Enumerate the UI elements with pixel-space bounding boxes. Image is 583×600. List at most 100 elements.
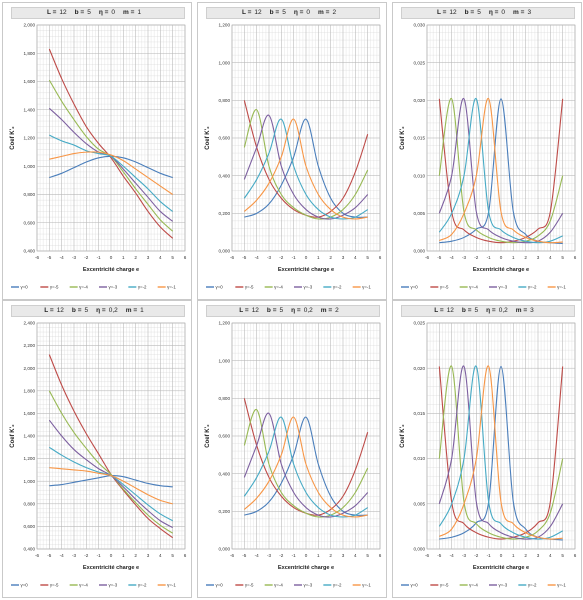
- x-tick-label: 0: [305, 553, 308, 558]
- x-tick-label: 5: [171, 553, 174, 558]
- y-tick-label: 1,600: [24, 79, 36, 84]
- legend-label: γ=-1: [167, 285, 176, 290]
- title-eta-label: η =: [293, 9, 304, 16]
- title-m-label: m =: [125, 307, 138, 314]
- series-line: [49, 151, 173, 195]
- chart-panel-4: L = 12 b = 5 η = 0,2 m = 1 -6 -5 -4 -3 -2 -1 0 1 2 3 4 5 6 0,…: [2, 300, 192, 598]
- title-m: 1: [137, 9, 142, 16]
- y-tick-label: 0,800: [24, 501, 36, 506]
- x-tick-label: 4: [354, 553, 357, 558]
- x-tick-label: -4: [60, 255, 65, 260]
- y-tick-label: 1,400: [24, 107, 36, 112]
- title-eta: 0,2: [303, 307, 313, 314]
- y-tick-label: 1,800: [24, 51, 36, 56]
- y-axis-title: Coef K'₂: [205, 424, 211, 448]
- x-tick-label: 6: [184, 553, 187, 558]
- legend-label: γ=-3: [304, 583, 313, 588]
- x-axis-title: Excentricité charge e: [473, 565, 529, 571]
- x-tick-label: -5: [47, 255, 52, 260]
- legend-label: γ=-1: [362, 583, 371, 588]
- x-tick-label: -3: [267, 553, 272, 558]
- chart-panel-3: L = 12 b = 5 η = 0 m = 3 -6 -5 -4 -3 -2 -1 0 1 2 3 4 5 6 0,00…: [392, 2, 582, 300]
- x-tick-label: 2: [134, 255, 137, 260]
- y-tick-label: 0,600: [24, 220, 36, 225]
- x-tick-label: 3: [342, 255, 345, 260]
- y-tick-label: 0,800: [219, 396, 231, 401]
- y-tick-label: 0,400: [219, 173, 231, 178]
- title-b-label: b =: [464, 9, 475, 16]
- x-tick-label: -6: [230, 553, 235, 558]
- y-tick-label: 1,200: [24, 136, 36, 141]
- title-m-label: m =: [318, 9, 330, 16]
- y-tick-label: 0,000: [219, 547, 231, 552]
- y-tick-label: 1,400: [24, 434, 36, 439]
- y-tick-label: 0,600: [219, 136, 231, 141]
- y-tick-label: 0,800: [219, 98, 231, 103]
- title-m: 3: [527, 9, 532, 16]
- x-tick-label: 4: [159, 255, 162, 260]
- title-m: 3: [530, 307, 534, 314]
- y-tick-label: 0,600: [24, 524, 36, 529]
- title-b: 5: [87, 9, 91, 16]
- chart-svg: -6 -5 -4 -3 -2 -1 0 1 2 3 4 5 6 0,400 0,600 0,800 1,000 1…: [10, 321, 187, 588]
- x-tick-label: -6: [425, 553, 430, 558]
- y-tick-label: 2,200: [24, 343, 36, 348]
- chart-title-bar: L = 12 b = 5 η = 0 m = 3: [401, 7, 575, 19]
- series-line: [438, 365, 564, 540]
- legend-label: γ=-2: [138, 583, 147, 588]
- title-eta: 0,2: [108, 307, 118, 314]
- legend-label: γ=-2: [528, 285, 537, 290]
- x-tick-label: 0: [500, 553, 503, 558]
- x-tick-label: 0: [305, 255, 308, 260]
- y-tick-label: 0,400: [24, 547, 36, 552]
- y-tick-label: 0,005: [414, 501, 426, 506]
- title-L-label: L =: [46, 9, 57, 16]
- y-tick-label: 0,000: [414, 249, 426, 254]
- x-tick-label: -6: [230, 255, 235, 260]
- title-L: 12: [56, 307, 64, 314]
- series-line: [439, 365, 563, 540]
- x-axis-title: Excentricité charge e: [83, 565, 139, 571]
- x-axis-title: Excentricité charge e: [278, 267, 334, 273]
- x-tick-label: -1: [292, 553, 297, 558]
- y-tick-label: 0,025: [414, 60, 426, 65]
- legend-label: γ=-2: [138, 285, 147, 290]
- title-L-label: L =: [434, 307, 444, 314]
- x-tick-label: 0: [110, 255, 113, 260]
- y-axis-title: Coef K'₂: [10, 126, 16, 150]
- x-tick-label: 2: [524, 255, 527, 260]
- y-tick-label: 1,800: [24, 388, 36, 393]
- y-tick-label: 0,000: [414, 547, 426, 552]
- y-tick-label: 0,200: [219, 509, 231, 514]
- chart-title-bar: L = 12 b = 5 η = 0,2 m = 2: [206, 305, 380, 317]
- legend-label: γ=0: [216, 583, 224, 588]
- x-tick-label: -6: [35, 255, 40, 260]
- legend-label: γ=-3: [499, 583, 508, 588]
- y-tick-label: 1,200: [219, 23, 231, 28]
- title-m: 2: [335, 307, 339, 314]
- y-axis-title: Coef K'₂: [205, 126, 211, 150]
- series-line: [243, 409, 369, 518]
- title-L-label: L =: [44, 307, 54, 314]
- series-line: [438, 366, 564, 540]
- y-axis-title: Coef K'₂: [400, 126, 406, 150]
- y-tick-label: 0,015: [414, 411, 426, 416]
- legend-label: γ=-1: [362, 285, 371, 290]
- x-tick-label: -1: [487, 255, 492, 260]
- chart-panel-1: L = 12 b = 5 η = 0 m = 1 -6 -5 -4 -3 -2 -1 0 1 2 3 4 5 6 0,40…: [2, 2, 192, 300]
- legend-label: γ=-5: [440, 583, 449, 588]
- title-L: 12: [251, 307, 259, 314]
- x-tick-label: 3: [537, 553, 540, 558]
- title-b: 5: [84, 307, 89, 314]
- x-tick-label: -1: [487, 553, 492, 558]
- legend-label: γ=-1: [557, 583, 566, 588]
- legend-label: γ=-3: [109, 285, 118, 290]
- x-tick-label: -4: [255, 255, 260, 260]
- x-axis-title: Excentricité charge e: [278, 565, 334, 571]
- title-m: 2: [332, 9, 337, 16]
- series-line: [48, 390, 173, 534]
- x-tick-label: -2: [474, 255, 479, 260]
- series-line: [438, 365, 564, 540]
- x-tick-label: -5: [242, 255, 247, 260]
- series-line: [243, 118, 368, 220]
